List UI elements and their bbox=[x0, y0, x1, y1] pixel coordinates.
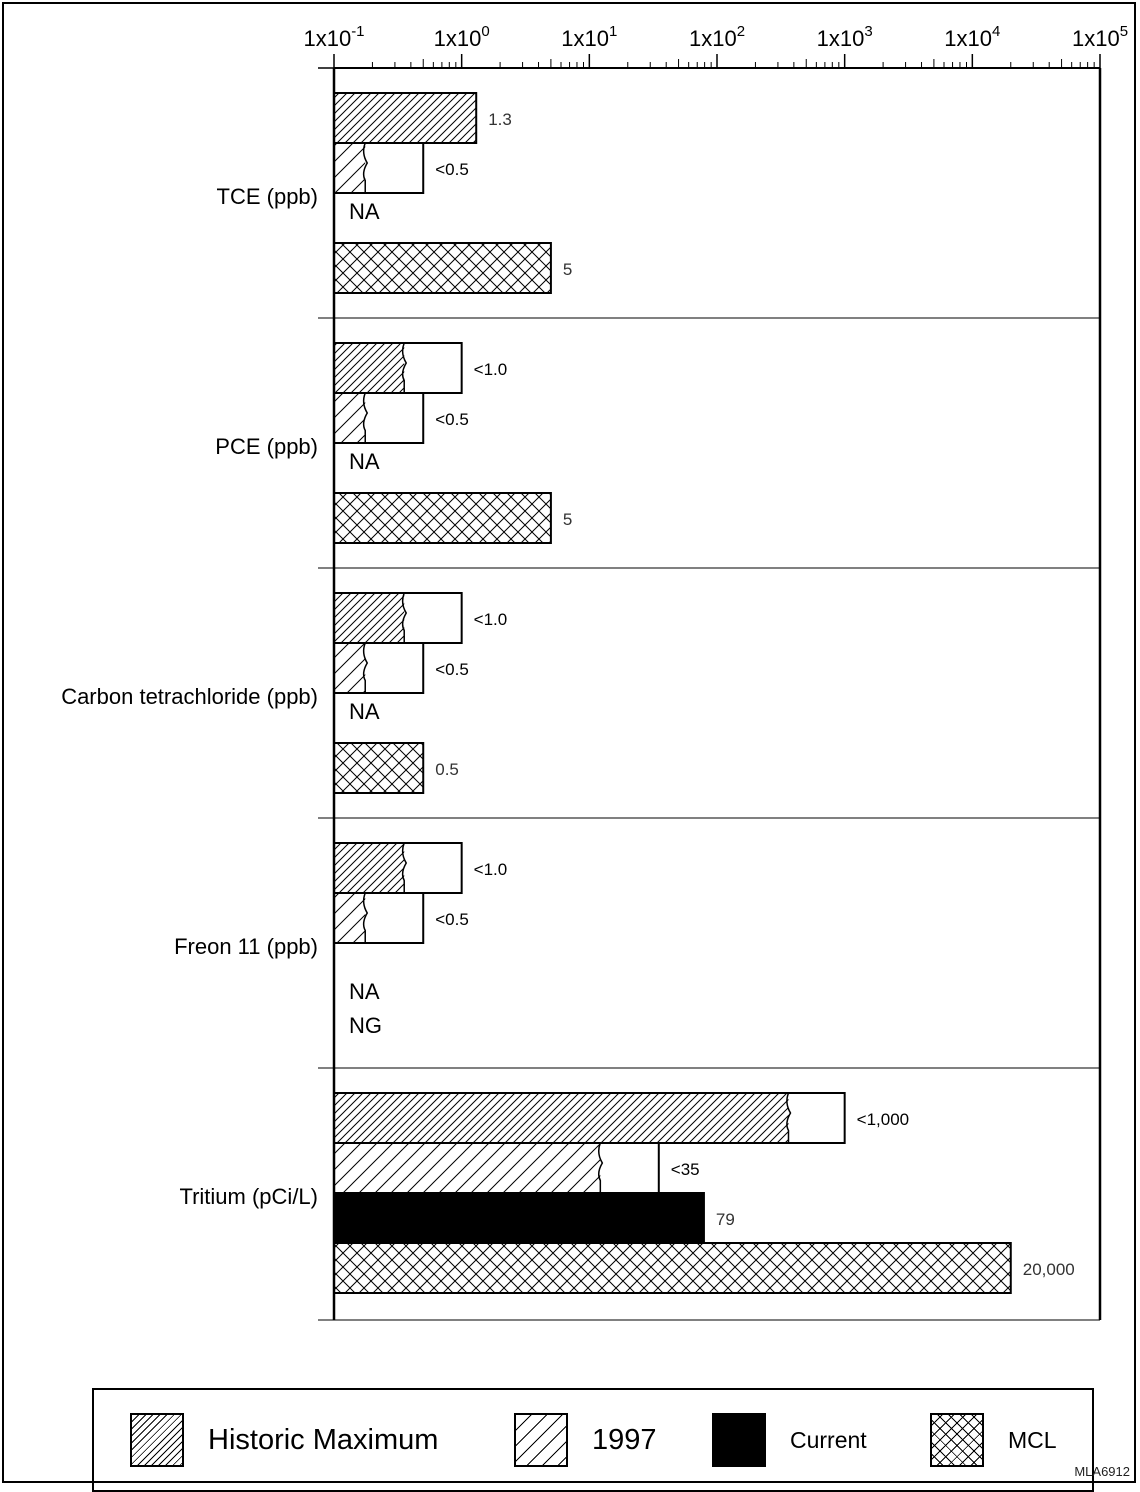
bar-break-line bbox=[362, 642, 369, 693]
bar-fill bbox=[334, 1093, 789, 1143]
bar-text-label: NA bbox=[349, 199, 380, 224]
bar bbox=[333, 1192, 705, 1244]
bar bbox=[333, 1242, 1012, 1294]
bar-fill bbox=[334, 143, 366, 193]
legend-label-historic: Historic Maximum bbox=[208, 1423, 439, 1456]
legend-item-current: Current bbox=[712, 1412, 867, 1468]
bar-fill bbox=[334, 393, 366, 443]
bar-break-line bbox=[362, 892, 369, 943]
bar-value-label: <0.5 bbox=[435, 410, 469, 429]
legend-label-current: Current bbox=[790, 1426, 867, 1453]
bar-value-label: 0.5 bbox=[435, 760, 459, 779]
bar-text-label: NA bbox=[349, 979, 380, 1004]
bar-text-label: NA bbox=[349, 699, 380, 724]
bar bbox=[333, 492, 552, 544]
bar-outline bbox=[333, 892, 425, 944]
x-tick-label: 1x103 bbox=[817, 23, 873, 51]
legend-label-mcl: MCL bbox=[1008, 1426, 1057, 1453]
bar bbox=[333, 92, 478, 144]
legend-label-1997: 1997 bbox=[592, 1423, 657, 1456]
bar-value-label: 20,000 bbox=[1023, 1260, 1075, 1279]
bar-outline bbox=[333, 142, 425, 194]
bar-text-label: NA bbox=[349, 449, 380, 474]
bar-value-label: <1,000 bbox=[857, 1110, 909, 1129]
bar-outline bbox=[333, 392, 425, 444]
bar-break-line bbox=[597, 1142, 604, 1193]
legend-swatch-mcl bbox=[930, 1413, 984, 1467]
category-label: Tritium (pCi/L) bbox=[179, 1184, 318, 1209]
legend-item-mcl: MCL bbox=[930, 1412, 1057, 1468]
x-tick-label: 1x100 bbox=[434, 23, 490, 51]
bar-fill bbox=[334, 593, 405, 643]
category-label: PCE (ppb) bbox=[215, 434, 318, 459]
legend-swatch-current bbox=[712, 1413, 766, 1467]
legend-swatch-1997 bbox=[514, 1413, 568, 1467]
x-tick-label: 1x101 bbox=[561, 23, 617, 51]
category-label: Carbon tetrachloride (ppb) bbox=[61, 684, 318, 709]
bar-value-label: 5 bbox=[563, 260, 572, 279]
legend-item-historic: Historic Maximum bbox=[130, 1412, 438, 1468]
bar-fill bbox=[334, 843, 405, 893]
category-label: Freon 11 (ppb) bbox=[174, 934, 318, 959]
bar-value-label: 1.3 bbox=[488, 110, 512, 129]
bar-fill bbox=[334, 643, 366, 693]
bar-value-label: <35 bbox=[671, 1160, 700, 1179]
bar-fill bbox=[334, 343, 405, 393]
bar-value-label: <1.0 bbox=[474, 860, 508, 879]
bar-break-line bbox=[786, 1092, 792, 1143]
bar-text-label: NG bbox=[349, 1013, 382, 1038]
x-tick-label: 1x104 bbox=[944, 23, 1000, 51]
category-label: TCE (ppb) bbox=[217, 184, 318, 209]
bar-break-line bbox=[401, 342, 408, 393]
bar-outline bbox=[333, 642, 425, 694]
x-tick-label: 1x10-1 bbox=[303, 23, 364, 51]
bar-value-label: <0.5 bbox=[435, 660, 469, 679]
bar bbox=[333, 742, 425, 794]
bar-value-label: 5 bbox=[563, 510, 572, 529]
legend-swatch-historic bbox=[130, 1413, 184, 1467]
legend-item-1997: 1997 bbox=[514, 1412, 657, 1468]
figure-code: MLA6912 bbox=[1074, 1464, 1130, 1479]
bar-value-label: <1.0 bbox=[474, 360, 508, 379]
bar-value-label: <0.5 bbox=[435, 910, 469, 929]
x-tick-label: 1x105 bbox=[1072, 23, 1128, 51]
bar-fill bbox=[334, 893, 366, 943]
bar bbox=[333, 242, 552, 294]
legend: Historic Maximum 1997 Current MCL bbox=[92, 1388, 1094, 1492]
bar-break-line bbox=[362, 392, 369, 443]
bar-break-line bbox=[362, 142, 369, 193]
bar-break-line bbox=[401, 842, 408, 893]
x-tick-label: 1x102 bbox=[689, 23, 745, 51]
bar-fill bbox=[334, 1143, 601, 1193]
bar-break-line bbox=[401, 592, 408, 643]
bar-value-label: 79 bbox=[716, 1210, 735, 1229]
bar-value-label: <0.5 bbox=[435, 160, 469, 179]
bar-value-label: <1.0 bbox=[474, 610, 508, 629]
